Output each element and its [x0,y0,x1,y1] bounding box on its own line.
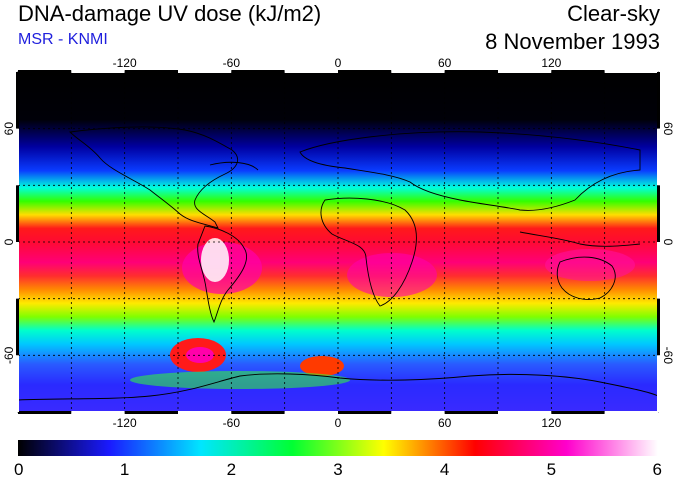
frame-segment-right [657,298,660,356]
longitude-labels-bottom: -120 -60 0 60 120 [113,416,562,430]
longitude-label: 120 [541,56,561,70]
coastline-south-america [197,225,248,324]
frame-segment-top [284,70,338,73]
latitude-label: -60 [2,346,16,364]
latitude-label: 0 [661,239,675,246]
frame-segment-bottom [124,411,178,414]
latitude-labels-left: 60 0 -60 [2,122,16,364]
colorbar-labels: 0 1 2 3 4 5 6 [14,460,662,479]
map-title: DNA-damage UV dose (kJ/m2) [18,1,322,26]
date-label: 8 November 1993 [485,29,660,54]
frame-segment-top [71,70,125,73]
longitude-label: 60 [438,416,452,430]
latitude-label: -60 [661,347,675,365]
frame-segment-bottom [604,411,658,414]
frame-segment-top [124,70,178,73]
colorbar [18,440,658,456]
frame-segment-bottom [498,411,552,414]
latitude-label: 60 [661,122,675,136]
frame-segment-left [16,185,19,242]
frame-segment-right [657,72,660,129]
frame-segment-bottom [284,411,338,414]
frame-segment-bottom [338,411,392,414]
frame-segment-top [178,70,232,73]
sky-condition-label: Clear-sky [567,1,660,26]
frame-segment-top [551,70,605,73]
longitude-label: -60 [223,56,241,70]
frame-segment-right [657,185,660,242]
coastline-africa [320,197,417,307]
coastline-maritime-continent [519,231,641,247]
frame-segment-left [16,128,19,186]
longitude-label: -60 [223,416,241,430]
frame-segment-left [16,298,19,356]
longitude-label: 0 [335,56,342,70]
source-label: MSR - KNMI [18,31,108,48]
frame-segment-bottom [231,411,285,414]
coastlines [18,126,658,412]
frame-segment-bottom [391,411,445,414]
coastline-greenland [209,161,259,171]
coastline-antarctica [18,373,658,412]
frame-segment-bottom [178,411,232,414]
frame-segment-bottom [551,411,605,414]
frame-segment-top [391,70,445,73]
frame-segment-top [18,70,72,73]
ozone-hole-patch-east [300,356,344,376]
coastline-eurasia [299,131,641,211]
longitude-label: 60 [438,56,452,70]
frame-segment-top [231,70,285,73]
frame-segment-top [604,70,658,73]
coastline-australia [556,256,616,300]
colorbar-tick-label: 3 [333,460,342,479]
longitude-label: -120 [113,416,137,430]
colorbar-tick-label: 6 [653,460,662,479]
subantarctic-green-band [130,371,350,389]
frame-segment-right [657,242,660,299]
frame-segment-bottom [444,411,498,414]
longitude-labels-top: -120 -60 0 60 120 [113,56,562,70]
frame-segment-bottom [18,411,72,414]
graticule [18,72,658,412]
longitude-label: 0 [335,416,342,430]
frame-segment-left [16,355,19,412]
frame-segment-top [338,70,392,73]
latitude-label: 0 [2,238,16,245]
uv-field-features [130,238,635,389]
frame-segment-left [16,242,19,299]
frame-segment-right [657,128,660,186]
longitude-label: 120 [541,416,561,430]
frame-ticks [16,70,660,414]
peak-dose-patch-andes [201,238,229,282]
frame-segment-top [498,70,552,73]
longitude-label: -120 [113,56,137,70]
colorbar-tick-label: 1 [120,460,129,479]
coastline-north-america [69,126,239,229]
high-dose-patch-africa [347,253,437,297]
colorbar-tick-label: 2 [227,460,236,479]
frame-segment-left [16,72,19,129]
colorbar-tick-label: 0 [14,460,23,479]
frame-segment-top [444,70,498,73]
frame-segment-right [657,355,660,412]
latitude-labels-right: 60 0 -60 [661,122,675,364]
colorbar-tick-label: 4 [440,460,449,479]
high-dose-patch-australia [545,249,635,281]
latitude-label: 60 [2,122,16,136]
colorbar-tick-label: 5 [547,460,556,479]
frame-segment-bottom [71,411,125,414]
